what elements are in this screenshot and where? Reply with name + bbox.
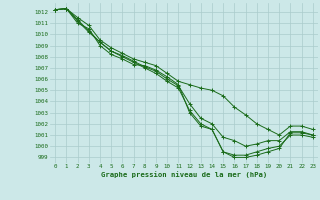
X-axis label: Graphe pression niveau de la mer (hPa): Graphe pression niveau de la mer (hPa) [101, 171, 267, 178]
